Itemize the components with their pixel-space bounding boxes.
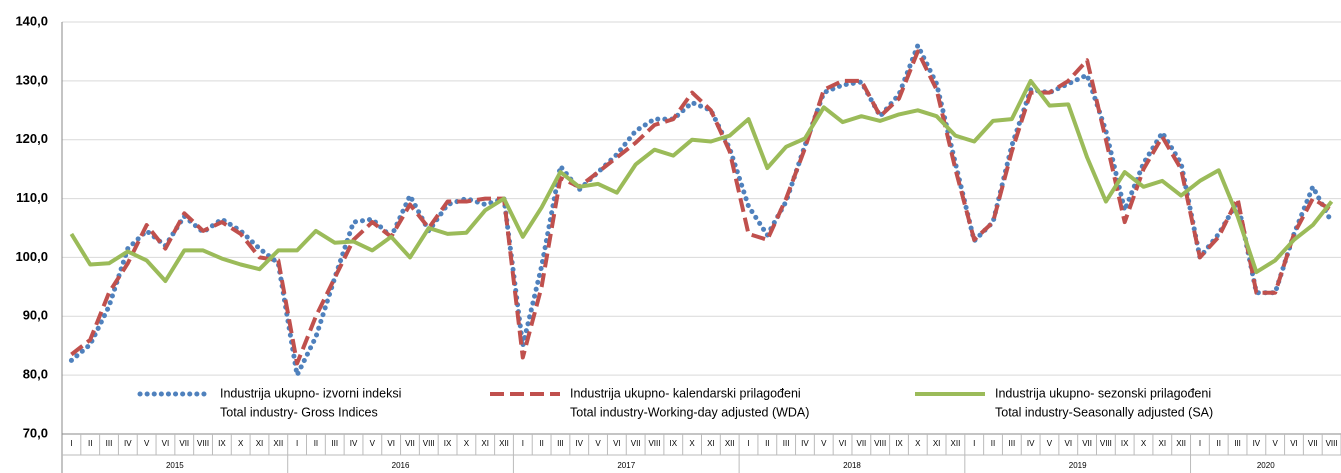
x-tick-label: VIII: [874, 439, 886, 448]
x-tick-label: VI: [162, 439, 170, 448]
x-tick-label: XI: [481, 439, 489, 448]
x-tick-label: VII: [1308, 439, 1318, 448]
series-line: [68, 43, 1335, 378]
x-tick-label: I: [973, 439, 975, 448]
x-tick-label: II: [765, 439, 769, 448]
x-tick-label: IX: [1121, 439, 1129, 448]
x-tick-label: IX: [444, 439, 452, 448]
x-tick-label: XI: [1159, 439, 1167, 448]
legend-label: Total industry- Gross Indices: [220, 405, 378, 419]
x-tick-label: X: [464, 439, 470, 448]
x-tick-label: XII: [725, 439, 735, 448]
x-tick-label: IX: [895, 439, 903, 448]
x-tick-label: VIII: [648, 439, 660, 448]
x-tick-label: I: [70, 439, 72, 448]
x-tick-label: XII: [951, 439, 961, 448]
x-tick-label: XII: [273, 439, 283, 448]
x-tick-label: II: [314, 439, 318, 448]
y-tick-label: 130,0: [15, 72, 48, 87]
x-tick-label: XII: [499, 439, 509, 448]
x-tick-label: V: [821, 439, 827, 448]
year-label: 2018: [843, 461, 861, 470]
series-line: [70, 49, 1333, 366]
x-tick-label: VI: [839, 439, 847, 448]
x-tick-label: XI: [707, 439, 715, 448]
year-label: 2020: [1257, 461, 1275, 470]
x-tick-label: VI: [1064, 439, 1072, 448]
series-line: [69, 78, 1334, 283]
x-tick-label: XI: [256, 439, 264, 448]
x-tick-label: III: [1009, 439, 1016, 448]
x-tick-label: I: [1199, 439, 1201, 448]
x-tick-label: I: [747, 439, 749, 448]
legend-label: Industrija ukupno- kalendarski prilagođe…: [570, 386, 801, 400]
y-tick-label: 100,0: [15, 249, 48, 264]
x-tick-label: VII: [631, 439, 641, 448]
x-tick-label: VII: [856, 439, 866, 448]
y-tick-label: 110,0: [16, 190, 48, 205]
x-tick-label: VII: [1082, 439, 1092, 448]
x-tick-label: I: [296, 439, 298, 448]
x-tick-label: V: [1272, 439, 1278, 448]
x-tick-label: I: [522, 439, 524, 448]
x-tick-label: V: [595, 439, 601, 448]
x-tick-label: VIII: [197, 439, 209, 448]
x-tick-label: V: [370, 439, 376, 448]
x-tick-label: IX: [218, 439, 226, 448]
x-tick-label: XI: [933, 439, 941, 448]
x-tick-label: VIII: [1326, 439, 1338, 448]
y-tick-label: 90,0: [23, 308, 48, 323]
x-tick-label: IV: [124, 439, 132, 448]
x-tick-label: III: [331, 439, 338, 448]
x-tick-label: III: [1234, 439, 1241, 448]
x-tick-label: III: [783, 439, 790, 448]
year-label: 2017: [617, 461, 635, 470]
x-tick-label: X: [238, 439, 244, 448]
x-tick-label: X: [915, 439, 921, 448]
y-tick-label: 120,0: [15, 131, 48, 146]
x-tick-label: II: [539, 439, 543, 448]
legend-label: Industrija ukupno- sezonski prilagođeni: [995, 386, 1211, 400]
x-tick-label: III: [557, 439, 564, 448]
x-tick-label: III: [106, 439, 113, 448]
x-tick-label: XII: [1176, 439, 1186, 448]
x-tick-label: IV: [1253, 439, 1261, 448]
x-tick-label: IV: [350, 439, 358, 448]
x-tick-label: II: [88, 439, 92, 448]
y-tick-label: 70,0: [23, 425, 48, 440]
y-tick-label: 80,0: [23, 367, 48, 382]
x-tick-label: IV: [575, 439, 583, 448]
year-label: 2016: [392, 461, 410, 470]
x-tick-label: VI: [387, 439, 395, 448]
x-tick-label: X: [689, 439, 695, 448]
x-tick-label: X: [1141, 439, 1147, 448]
x-tick-label: V: [144, 439, 150, 448]
year-label: 2019: [1069, 461, 1087, 470]
x-tick-label: VI: [613, 439, 621, 448]
x-tick-label: VIII: [423, 439, 435, 448]
x-tick-label: VII: [179, 439, 189, 448]
legend-label: Total industry-Working-day adjusted (WDA…: [570, 405, 809, 419]
x-tick-label: VII: [405, 439, 415, 448]
x-tick-label: V: [1047, 439, 1053, 448]
x-tick-label: VIII: [1100, 439, 1112, 448]
year-label: 2015: [166, 461, 184, 470]
x-tick-label: IV: [1027, 439, 1035, 448]
x-tick-label: IV: [801, 439, 809, 448]
x-tick-label: II: [991, 439, 995, 448]
x-tick-label: IX: [670, 439, 678, 448]
x-tick-label: II: [1217, 439, 1221, 448]
legend-label: Industrija ukupno- izvorni indeksi: [220, 386, 401, 400]
x-tick-label: VI: [1290, 439, 1298, 448]
y-tick-label: 140,0: [15, 13, 48, 28]
legend-label: Total industry-Seasonally adjusted (SA): [995, 405, 1213, 419]
